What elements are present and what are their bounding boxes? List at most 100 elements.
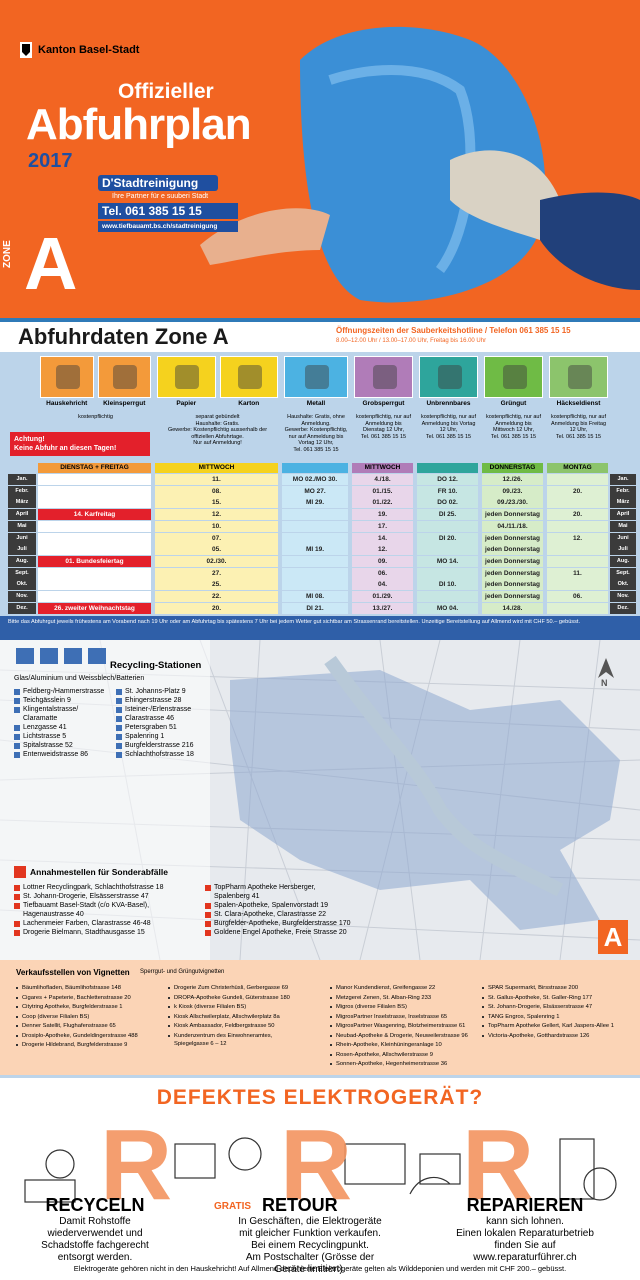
vignette-entry: Bäumlihofladen, Bäumlihofstrasse 148 xyxy=(22,985,121,991)
schedule-cell: jeden Donnerstag xyxy=(482,532,543,544)
r-letter-1: R xyxy=(100,1109,173,1221)
month-label: April xyxy=(8,509,36,521)
list-marker xyxy=(14,929,20,936)
schedule-title: Abfuhrdaten Zone A xyxy=(18,324,229,349)
vignette-entry: TopPharm Apotheke Gellert, Karl Jaspers-… xyxy=(488,1023,614,1029)
list-entry: Lachenmeier Farben, Clarastrasse 46-48 xyxy=(23,919,151,927)
list-entry: Lottner Recyclingpark, Schlachthofstrass… xyxy=(23,884,164,891)
schedule-cell xyxy=(38,474,151,485)
schedule-cell: 17. xyxy=(352,520,413,532)
category-icon xyxy=(484,356,543,398)
bullet xyxy=(168,1006,170,1008)
bag-highlight xyxy=(328,65,476,273)
schedule-cell xyxy=(282,509,348,521)
icon-shape xyxy=(113,365,138,389)
icon-shape xyxy=(437,365,462,389)
list-marker xyxy=(116,698,122,704)
month-label: Nov. xyxy=(610,591,636,602)
schedule-cell: 22. xyxy=(155,591,278,602)
schedule-cell: 05. xyxy=(155,544,278,556)
schedule-cell xyxy=(38,591,151,602)
month-label: Aug. xyxy=(8,555,36,567)
list-entry: Entenweidstrasse 86 xyxy=(23,750,88,758)
category-note: separat gebündelt Haushalte: Gratis. Gew… xyxy=(167,414,268,447)
footnote: Bitte das Abfuhrgut jeweils frühestens a… xyxy=(0,616,640,640)
list-entry: St. Johanns-Platz 9 xyxy=(125,688,186,695)
schedule-cell: 01./29. xyxy=(352,591,413,602)
vignette-entry: TANG Engros, Spalenring 1 xyxy=(488,1013,560,1020)
schedule-cell xyxy=(38,532,151,544)
schedule-cell: 13./27. xyxy=(352,602,413,614)
tagline: Ihre Partner für e suuberi Stadt xyxy=(112,193,209,200)
bullet xyxy=(482,1025,484,1027)
category-label: Papier xyxy=(176,400,197,407)
vignette-entry: Drogerie Zum Christerhüsli, Gerbergasse … xyxy=(174,985,289,991)
list-entry: Clarastrasse 46 xyxy=(125,715,175,722)
month-label: Febr. xyxy=(8,485,36,497)
schedule-cell xyxy=(547,520,608,532)
category-label: Hauskehricht xyxy=(46,400,88,407)
recycling-icons xyxy=(16,648,106,664)
vignette-entry: Victoria-Apotheke, Gotthardstrasse 126 xyxy=(488,1032,590,1039)
day-label: DONNERSTAG xyxy=(482,463,543,473)
north-label: N xyxy=(601,678,608,688)
north-arrow xyxy=(598,658,614,678)
schedule-cell: 14./28. xyxy=(482,602,543,614)
list-marker xyxy=(14,742,20,749)
day-bar xyxy=(417,463,478,473)
month-label: Dez. xyxy=(610,602,636,614)
category-icon xyxy=(354,356,413,398)
bullet xyxy=(16,1025,18,1027)
bullet xyxy=(330,987,332,989)
schedule-cell: 14. xyxy=(352,532,413,544)
bullet xyxy=(482,987,484,989)
schedule-cell xyxy=(38,485,151,497)
list-marker xyxy=(116,743,122,749)
list-entry: Teichgässlein 9 xyxy=(23,697,71,704)
warning: Achtung! Keine Abfuhr an diesen Tagen! xyxy=(10,432,150,456)
bullet xyxy=(16,1034,18,1037)
category-label: Kleinsperrgut xyxy=(103,400,146,407)
schedule-cell: 06. xyxy=(352,567,413,579)
schedule-cell: jeden Donnerstag xyxy=(482,567,543,579)
month-label: Dez. xyxy=(8,602,36,614)
list-marker xyxy=(14,894,20,900)
month-label: Aug. xyxy=(610,555,636,567)
schedule-cell: DI 21. xyxy=(282,602,348,614)
schedule-cell: 12. xyxy=(155,509,278,521)
bullet xyxy=(168,1015,170,1018)
schedule-cell: MI 19. xyxy=(282,544,348,556)
month-label: Sept. xyxy=(8,567,36,579)
list-marker xyxy=(205,911,211,918)
schedule-cell xyxy=(282,567,348,579)
icon-shape xyxy=(237,365,262,389)
legend-backdrop xyxy=(0,640,210,960)
vignette-subtitle: Sperrgut- und Grüngutvignetten xyxy=(140,969,225,975)
recycle-title: RECYCELN xyxy=(45,1195,145,1215)
hotline-hours: 8.00–12.00 Uhr / 13.00–17.00 Uhr, Freita… xyxy=(336,338,487,344)
subtitle: Offizieller xyxy=(118,80,214,103)
category-icon xyxy=(219,356,278,398)
schedule-cell: 12. xyxy=(352,544,413,556)
category-icon xyxy=(549,356,608,398)
list-entry: Spalenring 1 xyxy=(125,733,165,740)
header-art xyxy=(20,26,640,303)
category-label: Karton xyxy=(238,400,260,407)
schedule-cell: 20. xyxy=(547,509,608,521)
canton-crest xyxy=(22,44,30,56)
bullet xyxy=(330,1025,332,1027)
bullet xyxy=(330,1006,332,1008)
schedule-cell xyxy=(38,567,151,579)
vignette-entry: Rhein-Apotheke, Kleinhüningeranlage 10 xyxy=(336,1042,442,1048)
vignette-entry: Citytring Apotheke, Burgfelderstrasse 1 xyxy=(22,1004,123,1010)
day-label: MONTAG xyxy=(547,463,608,473)
list-entry: Isteiner-/Erlenstrasse xyxy=(125,706,192,713)
schedule-cell: MI 29. xyxy=(282,497,348,509)
schedule-cell xyxy=(38,520,151,532)
bullet xyxy=(16,987,18,989)
month-label: April xyxy=(610,509,636,521)
electronics-footer: Elektrogeräte gehören nicht in den Hausk… xyxy=(73,1264,567,1273)
schedule-cell: MO 27. xyxy=(282,485,348,497)
category-label: Unbrennbares xyxy=(426,400,471,407)
schedule-cell xyxy=(417,544,478,556)
